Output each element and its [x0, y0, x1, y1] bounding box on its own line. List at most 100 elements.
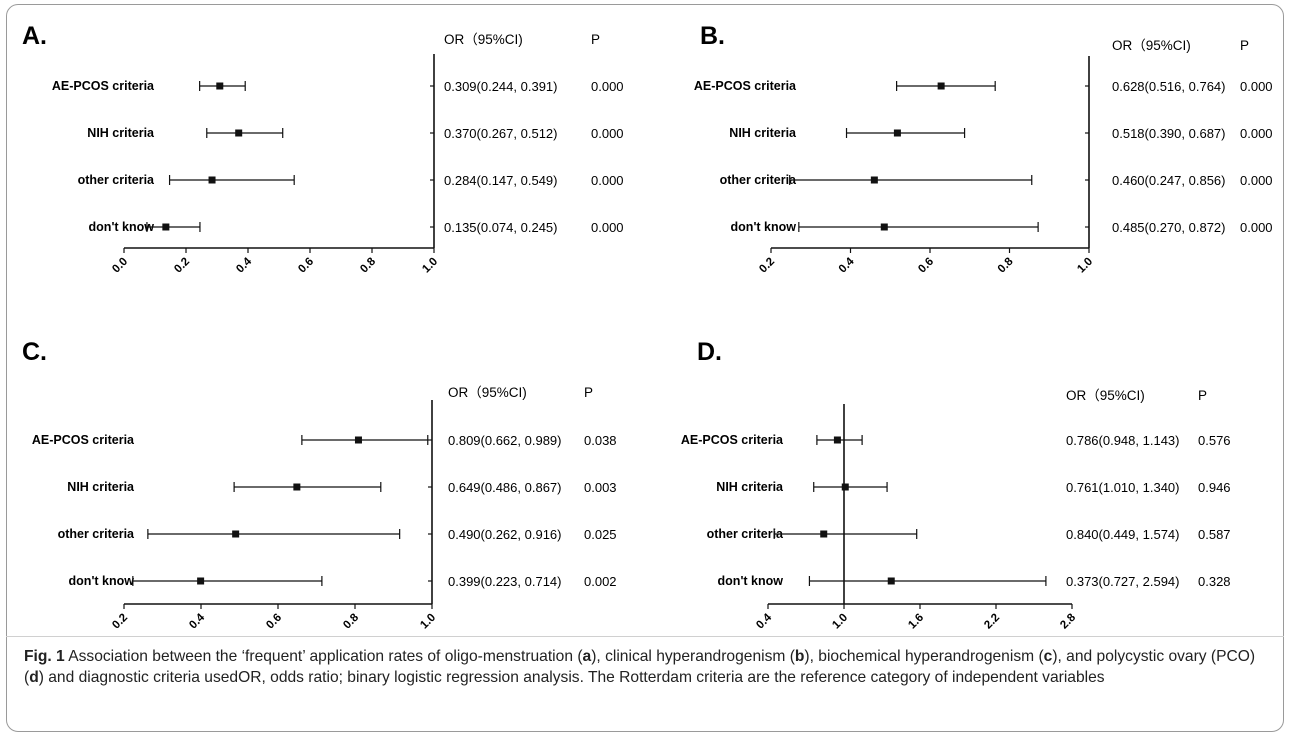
or-point — [937, 82, 945, 90]
caption-text-3: ), biochemical hyperandrogenism ( — [804, 648, 1044, 665]
category-label: don't know — [69, 574, 135, 588]
p-value: 0.000 — [591, 220, 624, 235]
or-point — [354, 436, 362, 444]
p-header: P — [584, 385, 593, 400]
p-value: 0.000 — [591, 126, 624, 141]
or-point — [833, 436, 841, 444]
or-point — [887, 577, 895, 585]
or-point — [841, 483, 849, 491]
x-tick-label: 0.8 — [996, 255, 1016, 275]
x-tick-label: 0.6 — [264, 612, 284, 632]
p-value: 0.587 — [1198, 527, 1231, 542]
category-label: don't know — [89, 220, 155, 234]
p-value: 0.003 — [584, 480, 617, 495]
category-label: don't know — [718, 574, 784, 588]
p-value: 0.000 — [591, 173, 624, 188]
x-tick-label: 1.0 — [1075, 256, 1095, 276]
p-value: 0.576 — [1198, 433, 1231, 448]
p-value: 0.000 — [1240, 173, 1273, 188]
forest-panel-3: C. OR（95%CI) P 0.2 0.4 0.6 0.8 1.0 AE-PCOS crite… — [22, 338, 617, 631]
category-label: don't know — [731, 220, 797, 234]
or-point — [870, 176, 878, 184]
p-value: 0.025 — [584, 527, 617, 542]
x-tick-label: 0.2 — [110, 612, 130, 632]
or-ci-header: OR（95%CI) — [444, 32, 523, 47]
category-label: AE-PCOS criteria — [694, 79, 797, 93]
or-ci-value: 0.370(0.267, 0.512) — [444, 126, 557, 141]
or-ci-value: 0.628(0.516, 0.764) — [1112, 79, 1225, 94]
or-point — [880, 223, 888, 231]
figure-frame — [6, 4, 1284, 732]
category-label: other criteria — [720, 173, 797, 187]
caption-ref-b: b — [794, 648, 805, 665]
caption-fig-label: Fig. 1 — [24, 648, 65, 665]
or-ci-value: 0.309(0.244, 0.391) — [444, 79, 557, 94]
panel-label: C. — [22, 338, 47, 366]
or-point — [232, 530, 240, 538]
p-value: 0.000 — [1240, 79, 1273, 94]
or-ci-value: 0.490(0.262, 0.916) — [448, 527, 561, 542]
category-label: other criteria — [707, 527, 784, 541]
p-header: P — [591, 32, 600, 47]
x-tick-label: 1.6 — [906, 612, 926, 632]
category-label: AE-PCOS criteria — [52, 79, 155, 93]
or-ci-header: OR（95%CI) — [1112, 38, 1191, 53]
caption-ref-c: c — [1043, 648, 1053, 665]
or-point — [235, 129, 243, 137]
p-value: 0.328 — [1198, 574, 1231, 589]
x-tick-label: 0.4 — [187, 611, 207, 631]
p-header: P — [1198, 388, 1207, 403]
x-tick-label: 0.2 — [172, 256, 192, 276]
p-value: 0.946 — [1198, 480, 1231, 495]
or-ci-value: 0.840(0.449, 1.574) — [1066, 527, 1179, 542]
x-tick-label: 0.4 — [837, 255, 857, 275]
x-tick-label: 0.8 — [358, 255, 378, 275]
panel-label: D. — [697, 338, 722, 366]
x-tick-label: 1.0 — [830, 612, 850, 632]
or-ci-value: 0.460(0.247, 0.856) — [1112, 173, 1225, 188]
or-point — [216, 82, 224, 90]
or-ci-header: OR（95%CI) — [1066, 388, 1145, 403]
or-ci-value: 0.809(0.662, 0.989) — [448, 433, 561, 448]
or-point — [162, 223, 170, 231]
caption-ref-d: d — [29, 669, 39, 686]
x-tick-label: 0.4 — [754, 611, 774, 631]
p-value: 0.000 — [1240, 220, 1273, 235]
caption-text-5: ) and diagnostic criteria usedOR, odds r… — [38, 669, 1105, 686]
or-point — [893, 129, 901, 137]
or-point — [820, 530, 828, 538]
or-ci-value: 0.649(0.486, 0.867) — [448, 480, 561, 495]
panel-label: A. — [22, 22, 47, 50]
caption-divider — [6, 636, 1284, 637]
x-tick-label: 0.4 — [234, 255, 254, 275]
caption-text-4: ), and polycystic ovary (PCO) ( — [24, 648, 1256, 686]
x-tick-label: 1.0 — [420, 256, 440, 276]
category-label: NIH criteria — [87, 126, 155, 140]
p-header: P — [1240, 38, 1249, 53]
p-value: 0.000 — [591, 79, 624, 94]
figure-caption: Fig. 1 Association between the ‘frequent… — [24, 646, 1274, 688]
or-ci-value: 0.284(0.147, 0.549) — [444, 173, 557, 188]
p-value: 0.002 — [584, 574, 617, 589]
x-tick-label: 2.8 — [1058, 611, 1078, 631]
or-ci-value: 0.518(0.390, 0.687) — [1112, 126, 1225, 141]
caption-text-1: Association between the ‘frequent’ appli… — [64, 648, 583, 665]
x-tick-label: 0.6 — [296, 256, 316, 276]
category-label: AE-PCOS criteria — [32, 433, 135, 447]
category-label: other criteria — [78, 173, 155, 187]
caption-text-2: ), clinical hyperandrogenism ( — [591, 648, 795, 665]
forest-panel-1: A. OR（95%CI) P 0.0 0.2 0.4 0.6 0.8 1.0 AE-PCOS cr… — [22, 22, 624, 275]
or-ci-value: 0.761(1.010, 1.340) — [1066, 480, 1179, 495]
category-label: other criteria — [58, 527, 135, 541]
x-tick-label: 0.6 — [916, 256, 936, 276]
category-label: NIH criteria — [716, 480, 784, 494]
category-label: NIH criteria — [729, 126, 797, 140]
or-ci-value: 0.399(0.223, 0.714) — [448, 574, 561, 589]
x-tick-label: 1.0 — [418, 612, 438, 632]
x-tick-label: 0.2 — [757, 256, 777, 276]
x-tick-label: 0.8 — [341, 611, 361, 631]
category-label: NIH criteria — [67, 480, 135, 494]
or-ci-header: OR（95%CI) — [448, 385, 527, 400]
forest-panel-2: B. OR（95%CI) P 0.2 0.4 0.6 0.8 1.0 AE-PCOS crite… — [694, 22, 1273, 275]
x-tick-label: 0.0 — [110, 256, 130, 276]
